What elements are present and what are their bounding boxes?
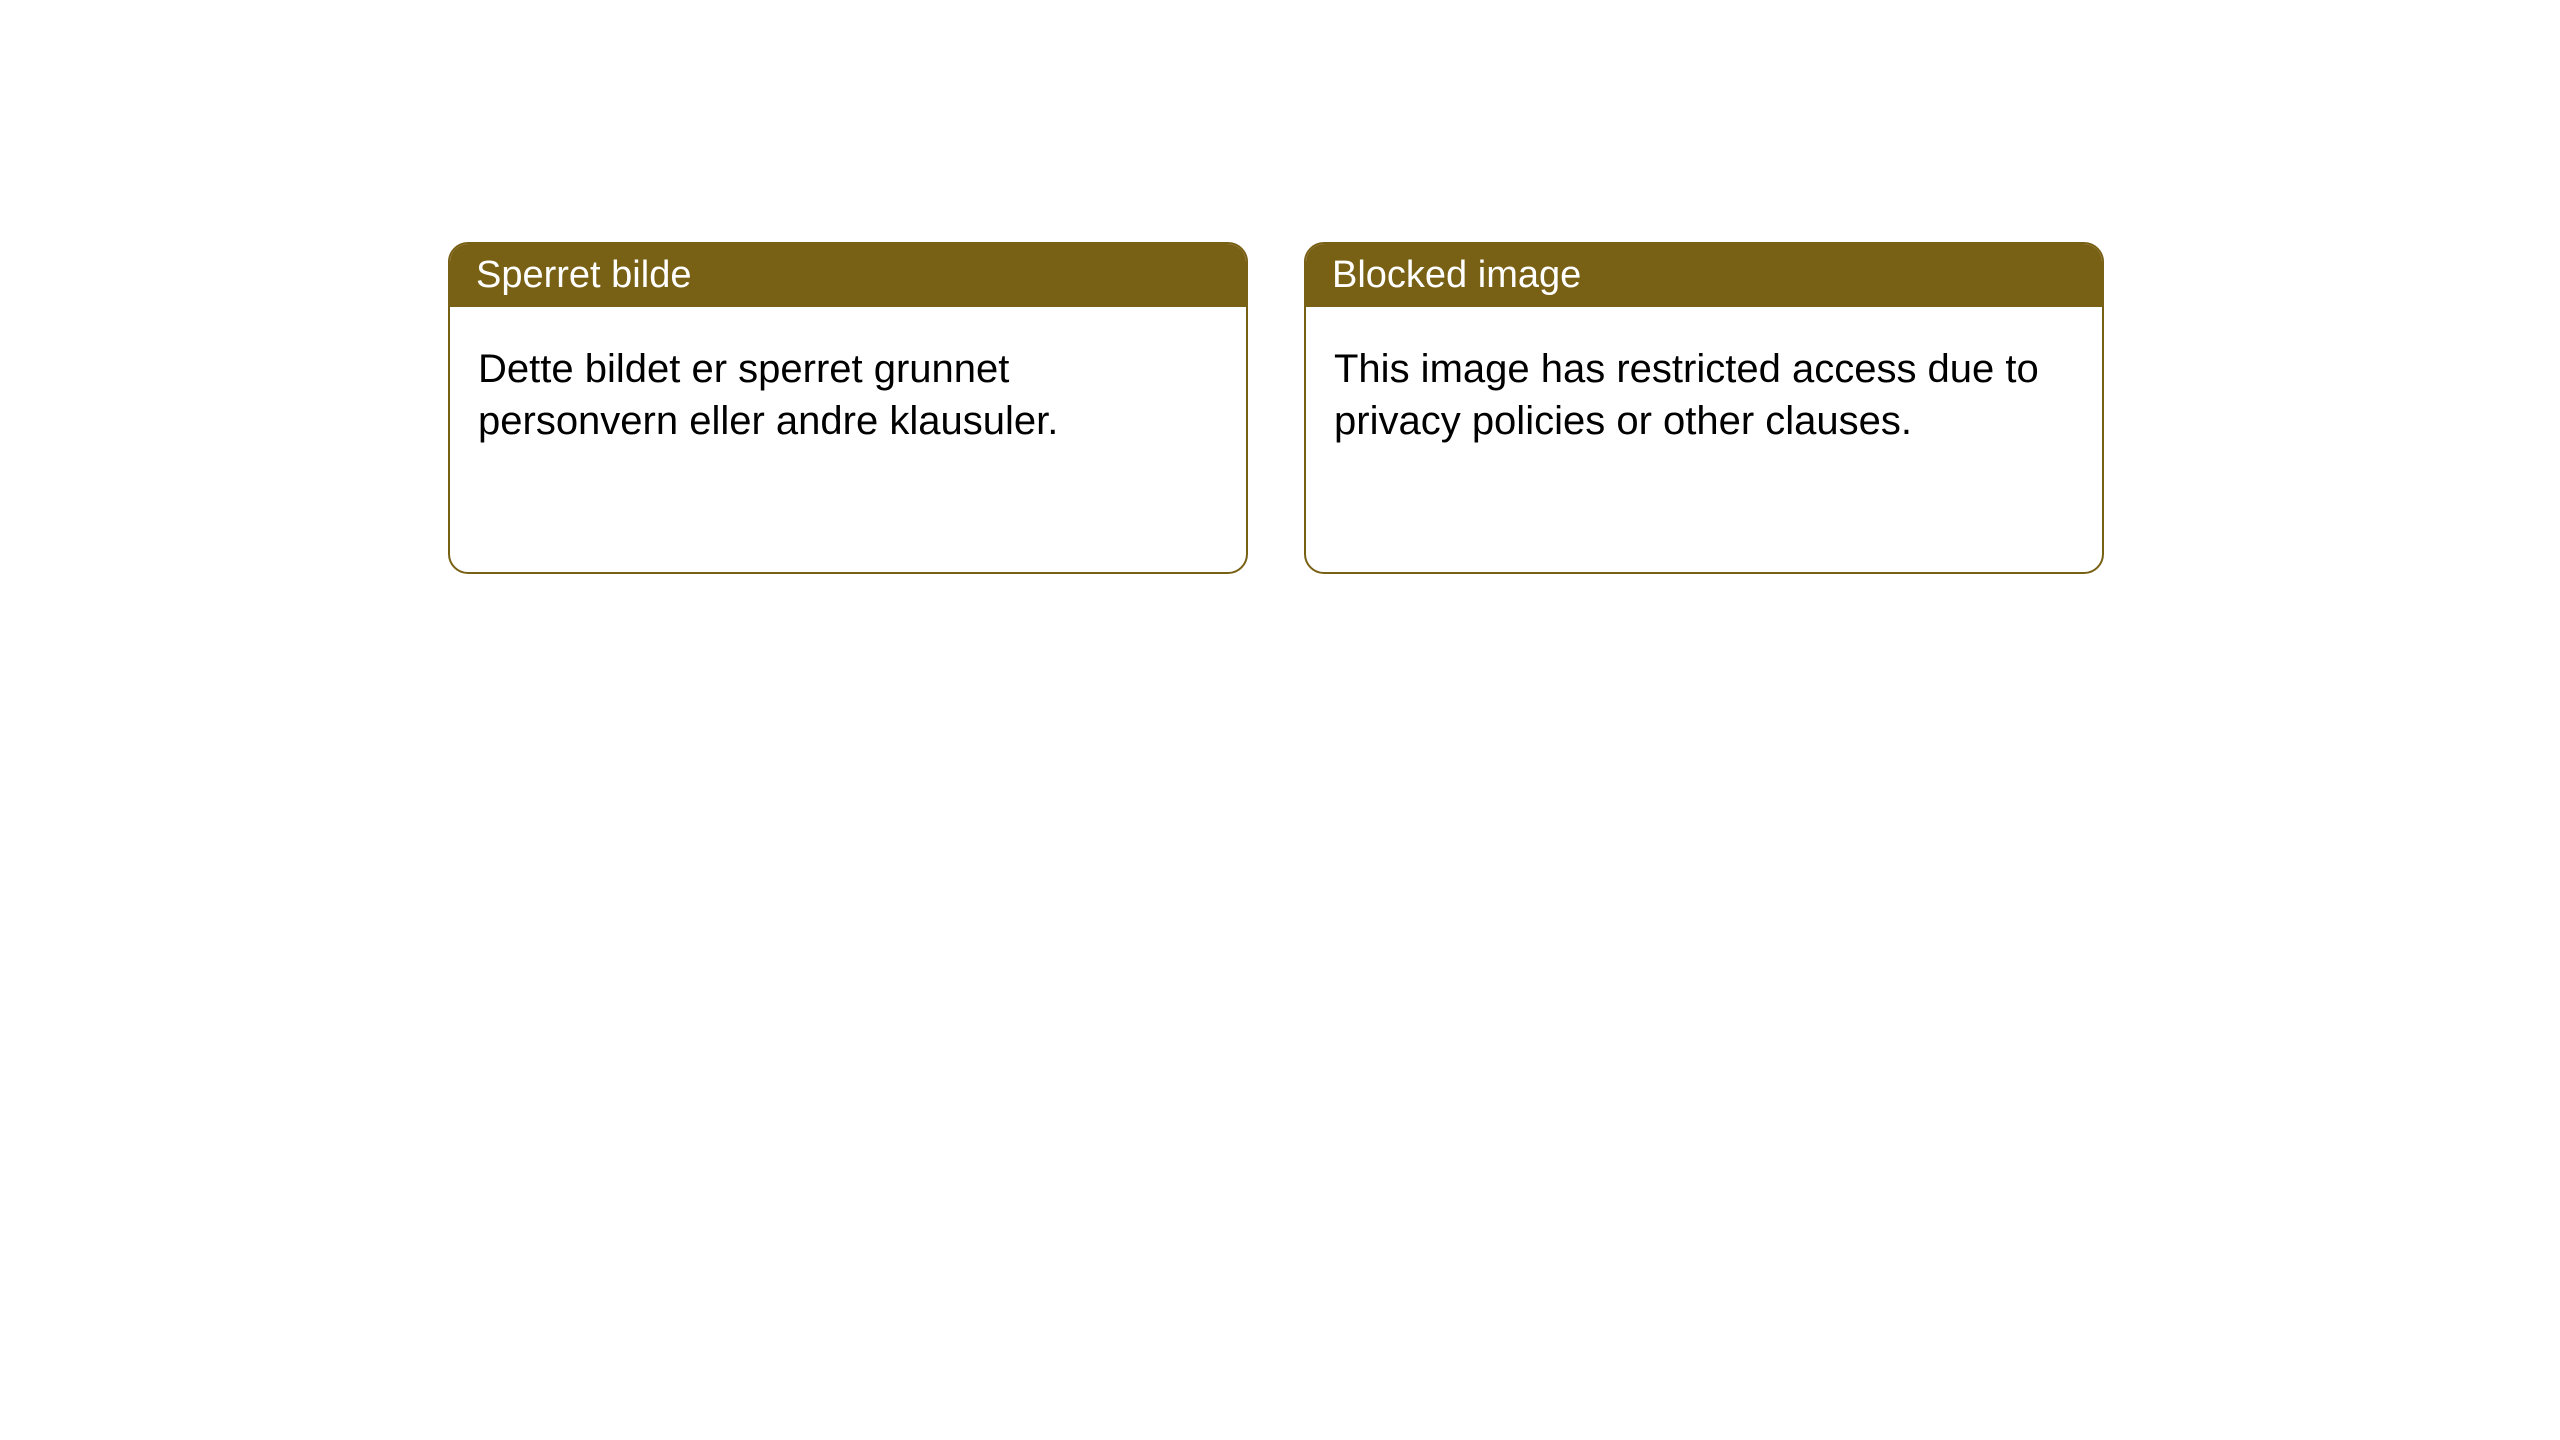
card-body-text: Dette bildet er sperret grunnet personve…: [478, 347, 1058, 443]
card-header: Blocked image: [1306, 244, 2102, 307]
card-body-text: This image has restricted access due to …: [1334, 347, 2039, 443]
card-title: Blocked image: [1332, 254, 1581, 296]
notice-cards-container: Sperret bilde Dette bildet er sperret gr…: [448, 242, 2104, 574]
notice-card-english: Blocked image This image has restricted …: [1304, 242, 2104, 574]
card-body: Dette bildet er sperret grunnet personve…: [450, 307, 1246, 483]
card-title: Sperret bilde: [476, 254, 691, 296]
card-header: Sperret bilde: [450, 244, 1246, 307]
card-body: This image has restricted access due to …: [1306, 307, 2102, 483]
notice-card-norwegian: Sperret bilde Dette bildet er sperret gr…: [448, 242, 1248, 574]
